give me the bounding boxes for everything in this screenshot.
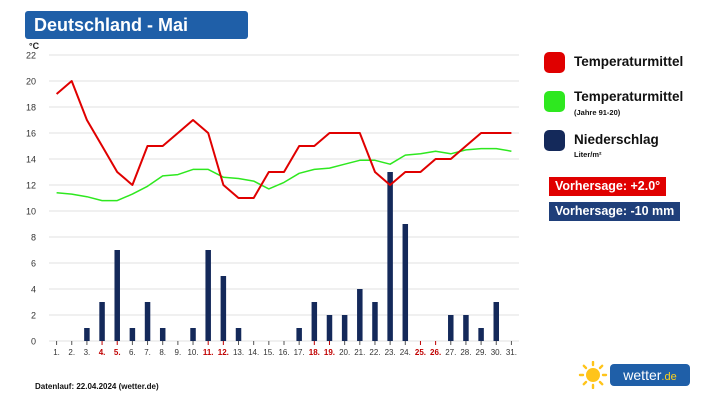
precipitation-bar: [341, 315, 348, 341]
x-tick-label: 10.: [187, 348, 198, 357]
precipitation-bar: [190, 328, 196, 341]
y-tick-label: 2: [31, 311, 36, 321]
x-tick-label: 1.: [53, 348, 60, 357]
y-tick-label: 12: [26, 181, 36, 191]
x-tick-label: 3.: [84, 348, 91, 357]
precipitation-bar: [220, 276, 227, 341]
series-line: [55, 80, 512, 199]
precipitation-bar: [144, 302, 151, 341]
page-title: Deutschland - Mai: [25, 11, 248, 39]
wetter-logo[interactable]: wetter.de: [578, 361, 690, 389]
x-tick-label: 12.: [218, 348, 229, 357]
precipitation-bar: [463, 315, 469, 341]
x-tick-label: 30.: [491, 348, 502, 357]
precipitation-bar: [205, 250, 211, 341]
precipitation-bars: [84, 172, 500, 341]
precipitation-bar: [448, 315, 454, 341]
x-tick-label: 16.: [278, 348, 289, 357]
x-tick-label: 11.: [203, 348, 214, 357]
x-tick-label: 21.: [354, 348, 365, 357]
precipitation-bar: [493, 302, 500, 341]
x-tick-label: 24.: [400, 348, 411, 357]
precipitation-bar: [114, 250, 120, 341]
precipitation-bar: [296, 328, 302, 341]
y-tick-label: 14: [26, 155, 36, 165]
precipitation-bar: [84, 328, 90, 341]
y-axis-ticks: 0 2 4 6 8 10 12 14 16 18 20 22: [26, 51, 36, 347]
precipitation-bar: [159, 328, 166, 341]
legend-swatch-red: [544, 52, 565, 73]
x-tick-label: 27.: [445, 348, 456, 357]
x-tick-label: 5.: [114, 348, 121, 357]
x-tick-label: 23.: [385, 348, 396, 357]
precipitation-bar: [478, 328, 484, 341]
series-line: [56, 147, 512, 202]
x-tick-label: 6.: [129, 348, 136, 357]
x-tick-label: 9.: [175, 348, 182, 357]
precipitation-bar: [235, 328, 242, 341]
legend-sublabel: (Jahre 91-20): [574, 108, 621, 117]
x-tick-label: 18.: [309, 348, 320, 357]
y-tick-label: 18: [26, 103, 36, 113]
x-tick-label: 19.: [324, 348, 335, 357]
precipitation-bar: [99, 302, 105, 341]
x-tick-label: 22.: [369, 348, 380, 357]
x-tick-label: 31.: [506, 348, 517, 357]
precipitation-bar: [357, 289, 363, 341]
x-tick-label: 8.: [159, 348, 166, 357]
logo-wordmark: wetter.de: [610, 364, 690, 386]
precipitation-bar: [129, 328, 136, 341]
legend-label: Temperaturmittel: [574, 89, 684, 104]
y-tick-label: 0: [31, 337, 36, 347]
y-tick-label: 22: [26, 51, 36, 61]
legend-label: Temperaturmittel: [574, 54, 684, 69]
y-tick-label: 6: [31, 259, 36, 269]
legend-swatch-green: [544, 91, 565, 112]
y-tick-label: 8: [31, 233, 36, 243]
precipitation-bar: [372, 302, 378, 341]
x-tick-label: 4.: [99, 348, 106, 357]
x-tick-label: 20.: [339, 348, 350, 357]
precipitation-bar: [402, 224, 409, 341]
y-axis-unit: °C: [29, 41, 40, 51]
legend-sublabel: Liter/m²: [574, 150, 602, 159]
temperature-forecast-badge: Vorhersage: +2.0°: [549, 177, 667, 196]
x-tick-label: 29.: [476, 348, 487, 357]
x-tick-label: 17.: [294, 348, 305, 357]
x-tick-label: 25.: [415, 348, 426, 357]
x-tick-label: 15.: [263, 348, 274, 357]
x-tick-label: 26.: [430, 348, 441, 357]
x-tick-label: 2.: [68, 348, 75, 357]
x-tick-label: 13.: [233, 348, 244, 357]
precipitation-bar: [311, 302, 318, 341]
temperature-lines: [55, 80, 512, 202]
x-tick-label: 7.: [144, 348, 151, 357]
precipitation-bar: [387, 172, 393, 341]
y-tick-label: 20: [26, 77, 36, 87]
y-tick-label: 16: [26, 129, 36, 139]
precipitation-forecast-badge: Vorhersage: -10 mm: [549, 202, 681, 221]
precipitation-bar: [326, 315, 333, 341]
x-axis-ticks: 1. 2. 3. 4. 5. 6. 7. 8. 9. 10. 11. 12. 13. 14. 15. 16. 1…: [53, 341, 517, 357]
sun-icon: [578, 361, 608, 389]
y-tick-label: 10: [26, 207, 36, 217]
data-run-footer: Datenlauf: 22.04.2024 (wetter.de): [35, 382, 159, 391]
legend-label: Niederschlag: [574, 132, 659, 147]
x-tick-label: 14.: [248, 348, 259, 357]
x-tick-label: 28.: [460, 348, 471, 357]
y-tick-label: 4: [31, 285, 36, 295]
legend-swatch-navy: [544, 130, 565, 151]
